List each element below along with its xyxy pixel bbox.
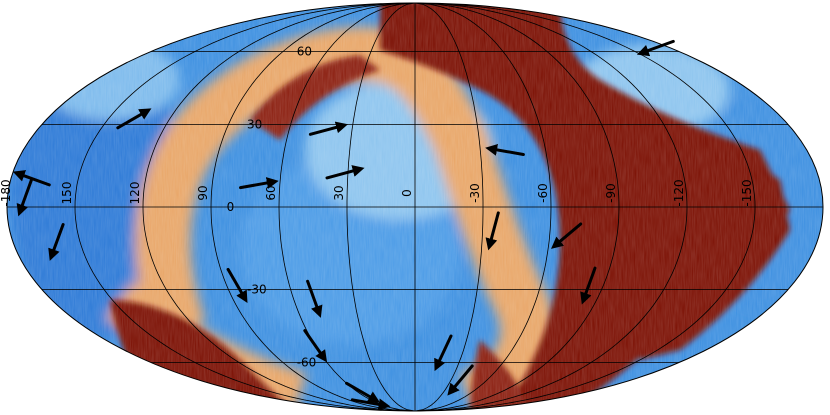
- latitude-labels: 60 30 0 -30 -60: [227, 45, 317, 370]
- latitude-label: 30: [247, 118, 262, 132]
- vector-arrow: [306, 279, 323, 318]
- vector-arrow: [308, 121, 348, 136]
- longitude-label: 60: [264, 185, 278, 200]
- vector-arrow: [303, 329, 328, 363]
- longitude-label: 150: [60, 182, 74, 205]
- vector-arrow: [345, 381, 381, 403]
- vector-arrow: [551, 222, 583, 249]
- vector-arrow: [350, 398, 391, 411]
- vector-arrow: [636, 39, 675, 57]
- vector-arrow: [580, 266, 597, 305]
- graticule: [6, 2, 824, 412]
- longitude-label: -120: [672, 179, 686, 206]
- vector-arrow: [447, 364, 474, 396]
- vector-arrow: [325, 165, 365, 180]
- longitude-label: 30: [332, 185, 346, 200]
- vector-arrow: [48, 223, 65, 261]
- vector-arrow: [116, 108, 152, 130]
- latitude-label: 0: [227, 200, 235, 214]
- vector-arrow: [485, 211, 500, 251]
- vector-arrow: [485, 143, 525, 156]
- longitude-label: -180: [0, 179, 13, 206]
- longitude-label: -150: [740, 179, 754, 206]
- longitude-label: -60: [536, 183, 550, 203]
- latitude-label: -60: [297, 356, 317, 370]
- vector-arrows: [12, 39, 675, 411]
- vector-arrow: [16, 178, 33, 217]
- vector-arrow: [226, 267, 248, 303]
- longitude-label: -30: [468, 183, 482, 203]
- latitude-label: -30: [247, 282, 267, 296]
- latitude-label: 60: [297, 45, 312, 59]
- longitude-label: 0: [400, 189, 414, 197]
- longitude-label: -90: [604, 183, 618, 203]
- longitude-labels: -180 150 120 90 60 30 0 -30 -60 -90 -120 -150: [0, 179, 754, 206]
- vector-arrow: [12, 170, 51, 187]
- longitude-label: 120: [128, 182, 142, 205]
- vector-arrow: [434, 334, 453, 372]
- vector-arrow: [239, 177, 279, 190]
- longitude-label: 90: [196, 185, 210, 200]
